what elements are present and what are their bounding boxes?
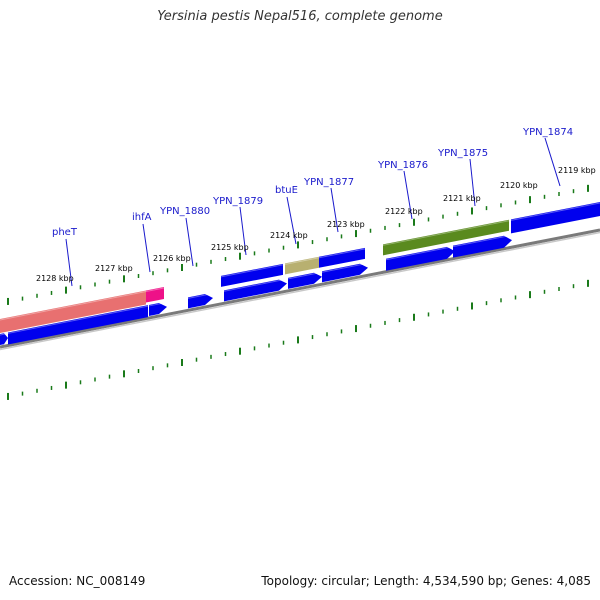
leader-line xyxy=(239,206,247,256)
feature-ypn-1877-band xyxy=(319,247,365,268)
accession-text: Accession: NC_008149 xyxy=(9,574,146,588)
gene-label-ypn-1875[interactable]: YPN_1875 xyxy=(437,148,488,159)
kbp-label-2128: 2128 kbp xyxy=(36,274,74,283)
feature-lower-6-highlight xyxy=(321,262,369,273)
gene-label-btue[interactable]: btuE xyxy=(275,185,298,196)
kbp-label-2124: 2124 kbp xyxy=(270,231,308,240)
feature-phet-band-highlight xyxy=(0,291,147,321)
feature-lower-7 xyxy=(386,246,455,271)
gene-label-ihfa[interactable]: ihfA xyxy=(132,212,152,223)
feature-lower-1 xyxy=(8,305,148,345)
feature-ypn-1874-band xyxy=(511,202,600,234)
feature-btue-band-highlight xyxy=(284,257,320,265)
genome-backbone xyxy=(0,228,600,349)
gene-label-ypn-1874[interactable]: YPN_1874 xyxy=(522,127,573,138)
feature-lower-7-highlight xyxy=(385,245,456,261)
feature-ypn-1876-band-highlight xyxy=(382,220,510,246)
feature-lower-1-highlight xyxy=(7,305,149,334)
feature-ypn-1877-band-highlight xyxy=(318,248,366,259)
feature-lower-2 xyxy=(149,302,167,316)
kbp-label-2125: 2125 kbp xyxy=(211,243,249,252)
label-leader-lines xyxy=(65,137,561,287)
kbp-label-2123: 2123 kbp xyxy=(327,220,365,229)
feature-lower-3 xyxy=(188,294,213,309)
gene-label-ypn-1879[interactable]: YPN_1879 xyxy=(212,196,263,207)
feature-track xyxy=(0,202,600,345)
leader-line xyxy=(185,217,194,267)
kbp-label-2127: 2127 kbp xyxy=(95,264,133,273)
feature-lower-4-highlight xyxy=(223,278,288,292)
feature-lower-6 xyxy=(322,263,368,283)
feature-ypn-1880-band-highlight xyxy=(220,264,284,278)
feature-lower-5 xyxy=(288,272,322,289)
feature-ihfa-band-highlight xyxy=(145,287,165,293)
feature-ypn-1874-band-highlight xyxy=(510,202,600,221)
leader-line xyxy=(142,223,151,273)
feature-btue-band xyxy=(285,256,319,275)
gene-label-phet[interactable]: pheT xyxy=(52,227,78,238)
feature-lower-8 xyxy=(453,235,512,258)
leader-line xyxy=(544,137,561,187)
kbp-label-2119: 2119 kbp xyxy=(558,166,596,175)
feature-ypn-1876-band xyxy=(383,219,509,256)
genome-backbone-shadow xyxy=(0,231,600,351)
lower-tick-track xyxy=(7,279,589,400)
kbp-label-2122: 2122 kbp xyxy=(385,207,423,216)
kbp-label-2121: 2121 kbp xyxy=(443,194,481,203)
feature-phet-band xyxy=(0,290,146,333)
feature-lower-8-highlight xyxy=(452,234,513,248)
feature-lower-start xyxy=(0,333,8,345)
map-title: Yersinia pestis Nepal516, complete genom… xyxy=(157,9,443,24)
upper-tick-track xyxy=(7,184,589,305)
feature-lower-3-highlight xyxy=(187,292,214,299)
feature-lower-2-highlight xyxy=(148,301,168,307)
feature-ypn-1880-band xyxy=(221,263,283,287)
kbp-label-2120: 2120 kbp xyxy=(500,181,538,190)
feature-lower-start-highlight xyxy=(0,332,9,336)
genome-summary-text: Topology: circular; Length: 4,534,590 bp… xyxy=(261,574,591,588)
leader-line xyxy=(286,196,297,245)
leader-line xyxy=(330,187,339,233)
leader-line xyxy=(403,170,413,220)
feature-lower-5-highlight xyxy=(287,271,323,280)
gene-label-ypn-1880[interactable]: YPN_1880 xyxy=(159,206,210,217)
kbp-label-2126: 2126 kbp xyxy=(153,254,191,263)
feature-lower-4 xyxy=(224,279,287,302)
feature-ihfa-band xyxy=(146,287,164,303)
leader-line xyxy=(469,158,476,207)
gene-label-ypn-1877[interactable]: YPN_1877 xyxy=(303,177,354,188)
leader-line xyxy=(65,238,73,287)
gene-label-ypn-1876[interactable]: YPN_1876 xyxy=(377,160,428,171)
